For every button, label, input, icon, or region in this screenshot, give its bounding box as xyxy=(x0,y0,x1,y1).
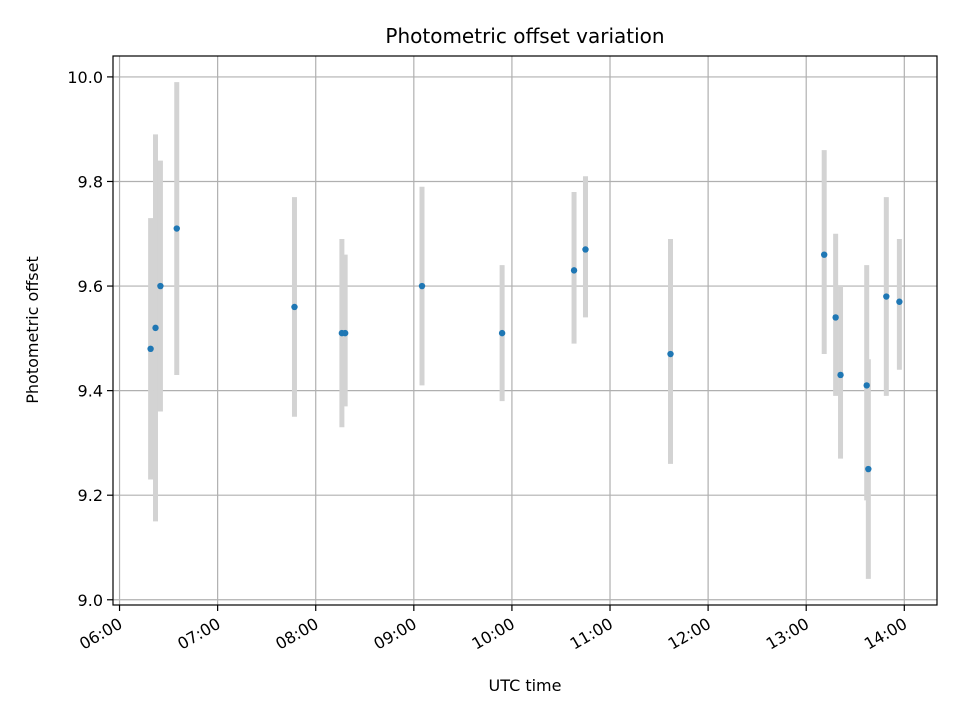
data-point xyxy=(418,282,426,290)
data-point xyxy=(291,303,298,311)
data-point xyxy=(667,350,674,358)
plot-area-frame xyxy=(112,55,938,606)
data-point xyxy=(152,324,159,332)
data-point xyxy=(341,329,349,337)
y-axis-label: Photometric offset xyxy=(23,256,42,404)
data-point xyxy=(896,298,903,305)
gridlines xyxy=(113,56,937,605)
chart-title: Photometric offset variation xyxy=(385,24,664,48)
y-tick-label: 9.2 xyxy=(78,486,103,505)
data-point xyxy=(820,251,828,258)
data-point xyxy=(582,246,589,253)
data-point xyxy=(498,329,506,337)
y-tick-label: 10.0 xyxy=(67,68,103,87)
data-point xyxy=(173,225,180,232)
y-tick-label: 9.8 xyxy=(78,172,103,191)
y-tick-label: 9.0 xyxy=(78,591,103,610)
data-point xyxy=(863,382,870,389)
x-axis-label: UTC time xyxy=(489,676,562,695)
data-points xyxy=(147,225,903,473)
data-point xyxy=(157,282,164,290)
data-point xyxy=(865,465,872,473)
y-tick-label: 9.6 xyxy=(78,277,103,296)
data-point xyxy=(147,345,154,352)
data-point xyxy=(883,293,890,300)
y-axis-ticks: 9.0 9.2 9.4 9.6 9.8 10.0 xyxy=(67,68,113,610)
data-point xyxy=(832,314,839,321)
y-tick-label: 9.4 xyxy=(78,382,103,401)
data-point xyxy=(837,371,844,379)
data-point xyxy=(570,267,578,274)
